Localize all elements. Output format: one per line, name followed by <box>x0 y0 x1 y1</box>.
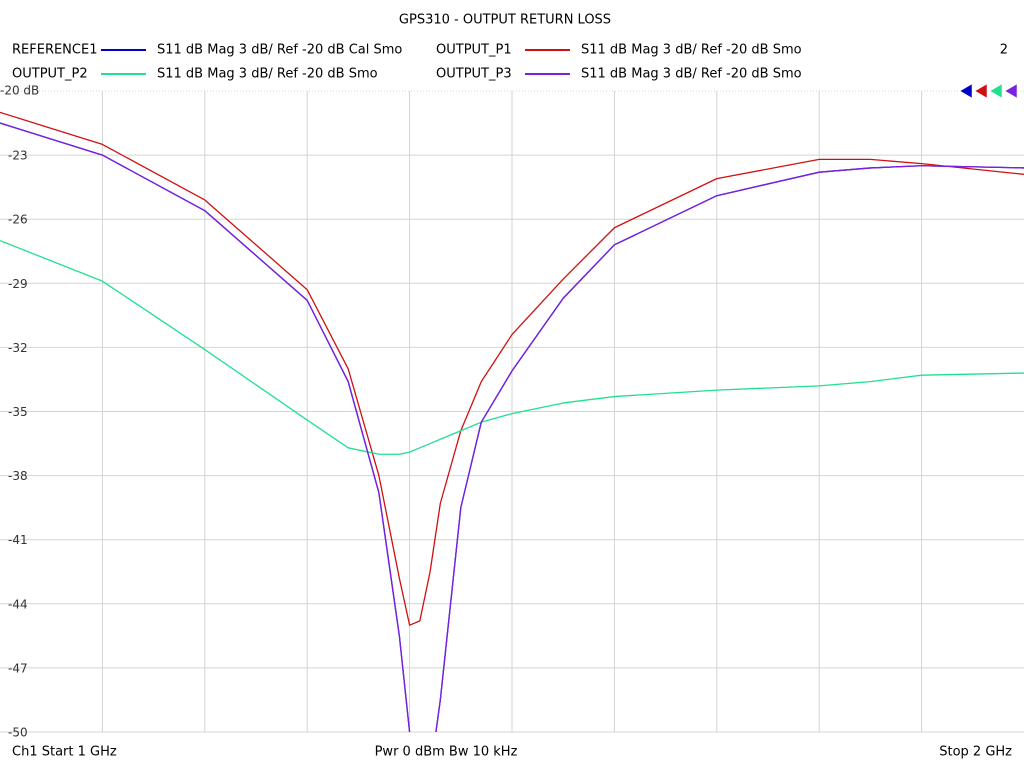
footer-power: Pwr 0 dBm Bw 10 kHz <box>375 745 518 760</box>
y-tick-label: -41 <box>8 533 28 547</box>
reference-marker <box>989 83 1003 99</box>
y-tick-label: -20 dB <box>0 84 39 98</box>
trace-line <box>0 111 1024 626</box>
y-tick-label: -29 <box>8 277 28 291</box>
trace-line <box>0 122 1024 732</box>
chart-title: GPS310 - OUTPUT RETURN LOSS <box>399 13 611 28</box>
y-tick-label: -47 <box>8 661 28 675</box>
y-tick-label: -26 <box>8 213 28 227</box>
y-tick-label: -44 <box>8 597 28 611</box>
y-tick-label: -38 <box>8 469 28 483</box>
trace-line <box>0 239 1024 455</box>
reference-marker <box>974 83 988 99</box>
y-tick-label: -32 <box>8 341 28 355</box>
reference-marker <box>959 83 973 99</box>
reference-marker <box>1004 83 1018 99</box>
footer-stop: Stop 2 GHz <box>939 745 1012 760</box>
channel-number: 2 <box>1000 43 1008 58</box>
legend-label: OUTPUT_P3 <box>436 67 512 82</box>
y-tick-label: -23 <box>8 149 28 163</box>
legend-trace-info: S11 dB Mag 3 dB/ Ref -20 dB Smo <box>581 67 802 82</box>
legend-trace-info: S11 dB Mag 3 dB/ Ref -20 dB Cal Smo <box>157 43 402 58</box>
y-tick-label: -50 <box>8 726 28 740</box>
legend-label: OUTPUT_P1 <box>436 43 512 58</box>
legend-trace-info: S11 dB Mag 3 dB/ Ref -20 dB Smo <box>157 67 378 82</box>
legend-label: REFERENCE1 <box>12 43 97 58</box>
footer-start: Ch1 Start 1 GHz <box>12 745 117 760</box>
legend-label: OUTPUT_P2 <box>12 67 88 82</box>
legend-trace-info: S11 dB Mag 3 dB/ Ref -20 dB Smo <box>581 43 802 58</box>
y-tick-label: -35 <box>8 405 28 419</box>
plot-area <box>0 111 1024 732</box>
